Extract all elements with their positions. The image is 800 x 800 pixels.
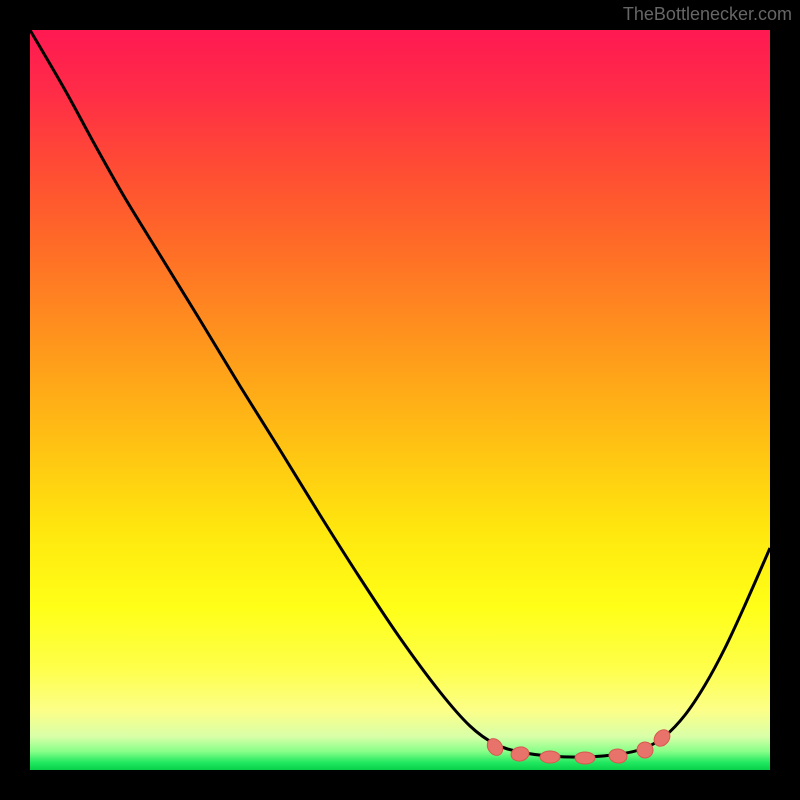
curve-marker [510,746,530,763]
watermark-text: TheBottlenecker.com [623,4,792,25]
curve-marker [608,748,628,764]
chart-container [30,30,770,770]
curve-marker [540,751,560,763]
curve-marker [575,752,595,764]
curve-marker [634,739,655,760]
bottleneck-curve [30,30,770,770]
